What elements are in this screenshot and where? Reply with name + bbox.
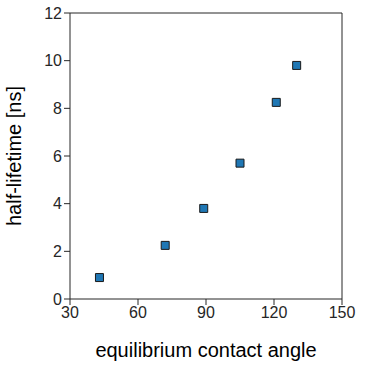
svg-text:10: 10 bbox=[44, 52, 62, 69]
svg-text:120: 120 bbox=[261, 304, 288, 321]
svg-text:30: 30 bbox=[61, 304, 79, 321]
svg-text:2: 2 bbox=[53, 243, 62, 260]
svg-text:6: 6 bbox=[53, 148, 62, 165]
svg-text:equilibrium contact angle: equilibrium contact angle bbox=[95, 339, 316, 361]
svg-text:90: 90 bbox=[197, 304, 215, 321]
svg-text:60: 60 bbox=[129, 304, 147, 321]
svg-text:half-lifetime [ns]: half-lifetime [ns] bbox=[3, 86, 25, 226]
svg-text:4: 4 bbox=[53, 195, 62, 212]
svg-text:150: 150 bbox=[329, 304, 356, 321]
svg-text:0: 0 bbox=[53, 291, 62, 308]
svg-text:12: 12 bbox=[44, 5, 62, 22]
svg-text:8: 8 bbox=[53, 100, 62, 117]
